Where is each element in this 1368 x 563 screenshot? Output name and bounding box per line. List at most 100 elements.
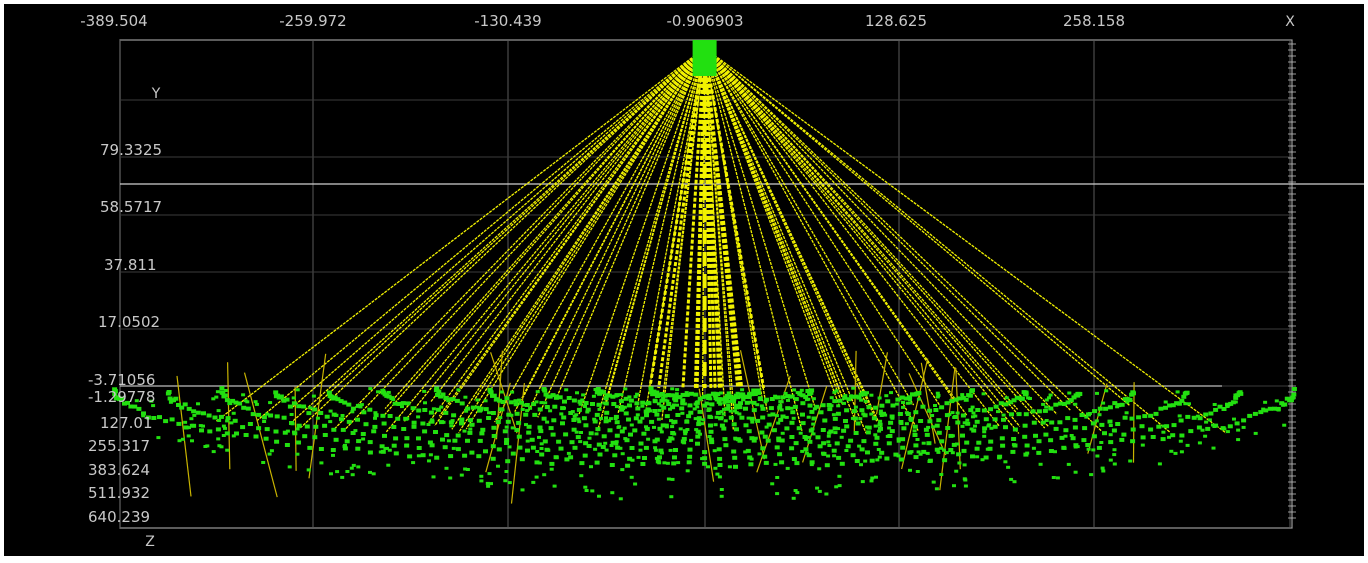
ground-point (444, 433, 450, 438)
ground-point (956, 452, 962, 457)
ground-point (550, 432, 556, 437)
ground-point (545, 420, 550, 424)
ground-point (368, 470, 372, 474)
axis-labels: -389.504 -259.972 -130.439 -0.906903 128… (80, 12, 1295, 550)
ground-point (832, 416, 838, 421)
ground-point (459, 473, 464, 477)
ground-point (1171, 423, 1177, 428)
ground-point (594, 432, 599, 436)
ground-point (1170, 403, 1176, 408)
ground-point (206, 413, 212, 418)
ground-point (763, 400, 768, 404)
ground-point (273, 390, 279, 395)
ground-point (876, 448, 881, 451)
ground-point (832, 399, 838, 404)
ray-line (292, 47, 706, 408)
ground-point (191, 409, 197, 414)
ground-point (508, 400, 514, 405)
ground-point (1225, 405, 1230, 408)
ground-point (1040, 420, 1046, 425)
ground-point (717, 475, 722, 479)
ground-point (1164, 424, 1170, 429)
ground-point (462, 453, 468, 458)
ground-point (525, 409, 530, 413)
ground-point (741, 394, 747, 399)
ray-line (703, 47, 844, 406)
ground-point (955, 420, 961, 425)
ground-point (675, 388, 680, 392)
ground-point (119, 396, 125, 401)
ground-point (773, 462, 778, 466)
ground-point (776, 421, 781, 425)
ground-point (400, 405, 404, 409)
ground-point (552, 404, 558, 409)
ground-point (640, 404, 645, 408)
ground-point (738, 406, 743, 410)
ground-point (504, 441, 509, 445)
ground-point (1116, 403, 1122, 408)
ground-point (507, 445, 512, 449)
ground-point (653, 448, 658, 452)
ground-point (779, 438, 785, 443)
ground-point (391, 398, 396, 401)
ground-point (709, 416, 714, 419)
ground-point (382, 433, 387, 438)
ground-point (831, 448, 837, 453)
ground-point (731, 398, 736, 403)
ground-point (173, 396, 179, 401)
ground-point (783, 391, 788, 395)
ground-point (1221, 407, 1227, 411)
ground-point (681, 436, 687, 441)
ground-point (741, 392, 746, 396)
ground-point (281, 398, 287, 403)
ground-point (339, 417, 344, 422)
ground-point (371, 472, 376, 476)
ground-point (863, 459, 868, 463)
ground-point (287, 404, 293, 409)
ground-point (970, 454, 975, 459)
ground-point (295, 388, 300, 392)
ground-point (676, 461, 681, 465)
ground-point (745, 395, 750, 399)
ground-point (963, 397, 969, 402)
ground-point (623, 437, 628, 441)
ground-point (225, 419, 230, 423)
ground-point (538, 429, 544, 434)
ground-point (659, 398, 665, 403)
ground-point (688, 410, 694, 415)
ray-line (704, 47, 867, 434)
ground-point (957, 461, 962, 465)
ray-lines (216, 47, 1227, 434)
ground-point (306, 468, 311, 472)
ground-point (1115, 422, 1121, 426)
ground-point (1153, 411, 1159, 416)
ground-point (606, 393, 612, 398)
ground-point (1001, 417, 1006, 422)
ground-point (665, 393, 671, 398)
ground-point (976, 440, 982, 445)
ground-point (716, 399, 722, 404)
ground-point (433, 430, 438, 434)
ground-point (1036, 409, 1042, 414)
ground-point (936, 418, 942, 423)
ground-point (834, 441, 840, 446)
ground-point (945, 426, 951, 430)
ground-point (702, 461, 708, 466)
ground-point (777, 452, 783, 457)
ground-point (225, 448, 230, 452)
ground-point (465, 406, 471, 411)
ground-point (1187, 402, 1191, 406)
ground-point (1077, 392, 1083, 396)
ground-point (604, 393, 609, 397)
ground-point (1207, 418, 1212, 422)
ground-point (490, 456, 496, 461)
ground-point (779, 408, 784, 412)
ray-line (216, 47, 705, 422)
ground-point (889, 391, 893, 395)
ground-point (502, 429, 508, 434)
guide-line (176, 375, 192, 497)
ground-point (970, 405, 975, 409)
ground-point (1033, 433, 1038, 438)
ground-point (638, 448, 643, 452)
ground-point (1062, 402, 1067, 406)
